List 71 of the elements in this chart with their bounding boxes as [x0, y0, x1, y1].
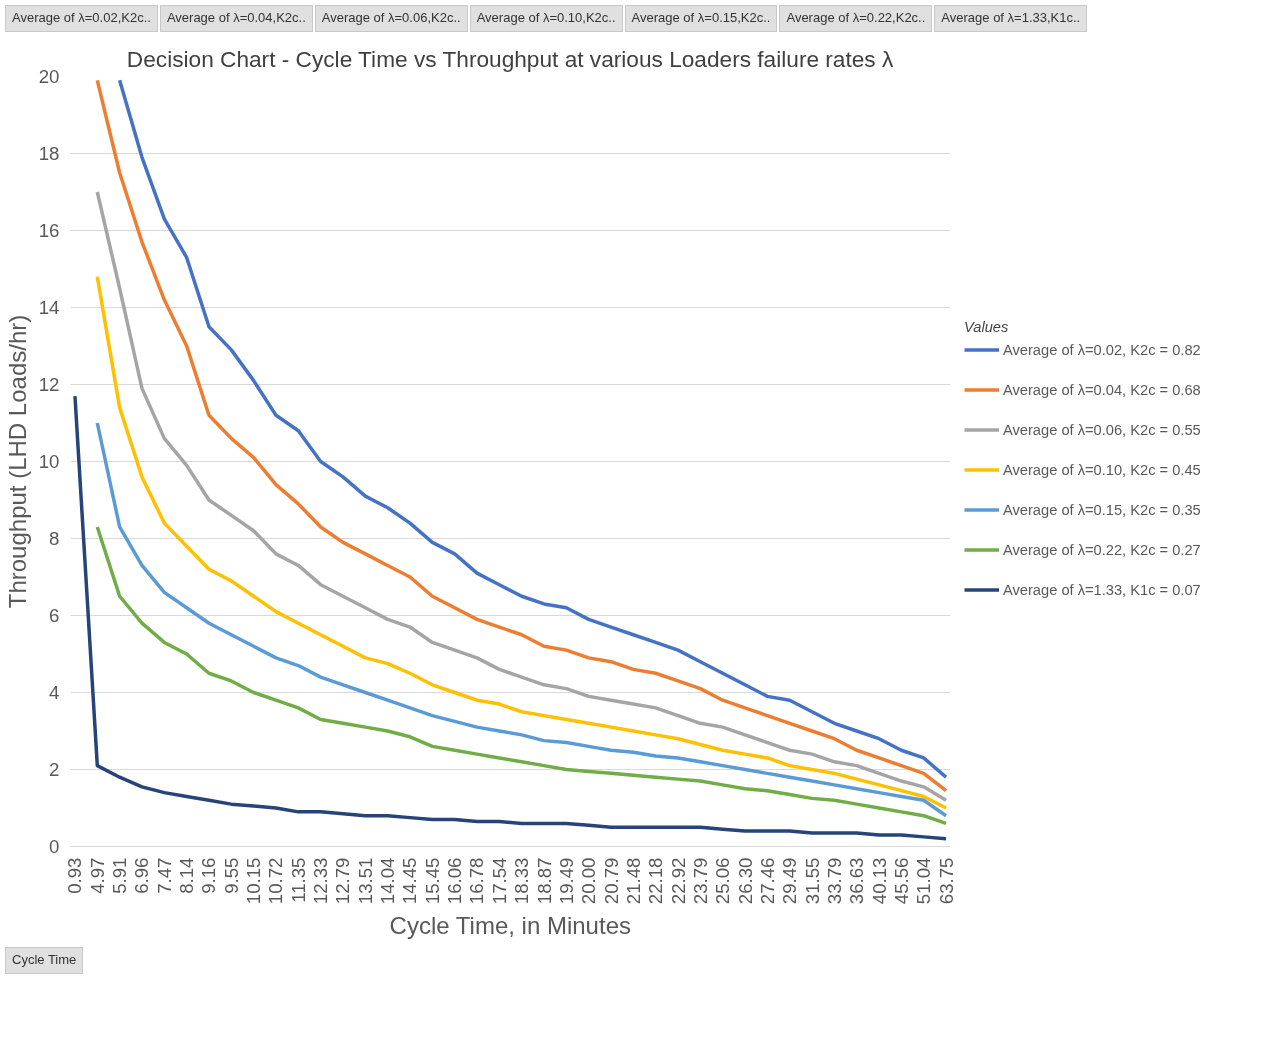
legend-label: Average of λ=0.15, K2c = 0.35: [1003, 501, 1201, 518]
y-tick-label: 14: [38, 297, 60, 318]
text: Average of λ=0.06,K2c..: [314, 5, 468, 32]
x-tick-label: 12.33: [310, 857, 332, 905]
legend-label: Average of λ=0.02, K2c = 0.82: [1003, 341, 1201, 358]
x-tick-label: 22.18: [645, 857, 667, 905]
x-tick-label: 26.30: [734, 857, 756, 905]
y-tick-label: 10: [38, 451, 60, 472]
text: Cycle Time: [5, 947, 84, 974]
x-tick-label: 31.55: [801, 857, 823, 905]
line-series: [95, 525, 948, 826]
x-tick-label: 63.75: [935, 857, 957, 905]
x-tick-label: 16.06: [444, 857, 466, 905]
text: Average of λ=0.10,K2c..: [469, 5, 623, 32]
legend-label: Average of λ=0.10, K2c = 0.45: [1003, 461, 1201, 478]
x-tick-label: 14.04: [377, 857, 399, 905]
x-tick-label: 51.04: [913, 857, 935, 905]
x-tick-label: 25.06: [712, 857, 734, 905]
x-tick-label: 20.00: [578, 857, 600, 905]
x-tick-label: 36.63: [846, 857, 868, 905]
x-tick-label: 17.54: [488, 857, 510, 905]
x-tick-label: 45.56: [890, 857, 912, 905]
y-tick-label: 16: [38, 220, 60, 241]
x-tick-label: 40.13: [868, 857, 890, 905]
y-tick-label: 2: [49, 759, 60, 780]
x-tick-label: 5.91: [109, 857, 131, 894]
x-tick-label: 29.49: [779, 857, 801, 905]
x-tick-label: 12.79: [332, 857, 354, 905]
y-tick-label: 8: [49, 528, 60, 549]
x-tick-label: 9.55: [220, 857, 242, 894]
x-axis-title: Cycle Time, in Minutes: [389, 912, 631, 940]
chart-title: Decision Chart - Cycle Time vs Throughput at various Loaders failure rates λ: [126, 45, 894, 72]
x-tick-label: 16.78: [466, 857, 488, 905]
x-tick-label: 18.33: [511, 857, 533, 905]
y-tick-label: 18: [38, 143, 60, 164]
x-tick-label: 4.97: [86, 857, 108, 894]
x-tick-label: 0.93: [64, 857, 86, 894]
y-tick-label: 12: [38, 374, 60, 395]
x-tick-label: 21.48: [622, 857, 644, 905]
x-tick-label: 19.49: [555, 857, 577, 905]
x-tick-label: 27.46: [756, 857, 778, 905]
x-tick-label: 22.92: [667, 857, 689, 905]
legend-title: Values: [964, 318, 1010, 335]
legend-label: Average of λ=1.33, K1c = 0.07: [1003, 581, 1201, 598]
x-tick-label: 18.87: [533, 857, 555, 905]
x-tick-label: 11.35: [287, 857, 309, 903]
x-tick-label: 14.45: [399, 857, 421, 905]
x-tick-label: 7.47: [153, 857, 175, 894]
text: Average of λ=0.02,K2c..: [5, 5, 158, 32]
x-tick-label: 33.79: [823, 857, 845, 905]
legend-label: Average of λ=0.04, K2c = 0.68: [1003, 381, 1201, 398]
x-tick-label: 23.79: [689, 857, 711, 905]
legend-label: Average of λ=0.06, K2c = 0.55: [1003, 421, 1201, 438]
x-tick-label: 13.51: [354, 857, 376, 905]
text: Average of λ=0.22,K2c..: [779, 5, 933, 32]
y-tick-label: 6: [49, 605, 60, 626]
text: Average of λ=1.33,K1c..: [934, 5, 1088, 32]
x-tick-label: 10.15: [243, 857, 265, 905]
x-tick-label: 6.96: [131, 857, 153, 894]
text: Average of λ=0.15,K2c..: [624, 5, 778, 32]
legend-label: Average of λ=0.22, K2c = 0.27: [1003, 541, 1201, 558]
x-tick-label: 15.45: [421, 857, 443, 905]
y-tick-label: 4: [49, 682, 60, 703]
text: Average of λ=0.04,K2c..: [159, 5, 313, 32]
x-tick-label: 10.72: [265, 857, 287, 905]
y-tick-label: 20: [38, 66, 60, 87]
y-axis-title: Throughput (LHD Loads/hr): [3, 314, 31, 609]
x-tick-label: 9.16: [198, 857, 220, 894]
x-tick-label: 8.14: [176, 857, 198, 894]
x-tick-label: 20.79: [600, 857, 622, 905]
y-tick-label: 0: [49, 836, 60, 857]
